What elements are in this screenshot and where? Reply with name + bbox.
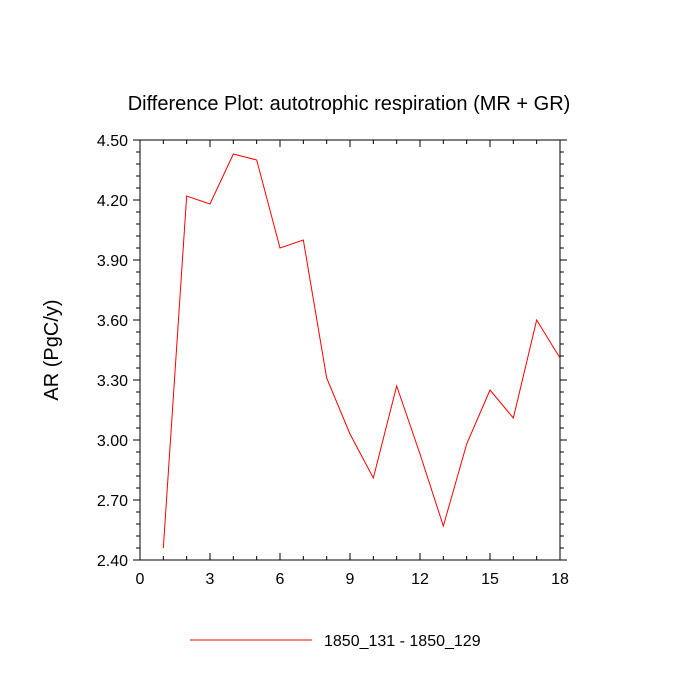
y-tick-label: 4.50 <box>97 133 128 150</box>
x-tick-label: 3 <box>206 571 215 588</box>
y-tick-label: 3.00 <box>97 433 128 450</box>
y-tick-label: 3.30 <box>97 373 128 390</box>
x-tick-label: 12 <box>411 571 429 588</box>
series-layer <box>162 153 561 549</box>
y-tick-label: 3.60 <box>97 313 128 330</box>
x-tick-label: 0 <box>136 571 145 588</box>
x-tick-label: 18 <box>551 571 569 588</box>
plot-frame <box>139 139 561 561</box>
y-tick-label: 2.40 <box>97 553 128 570</box>
y-tick-label: 2.70 <box>97 493 128 510</box>
y-tick-label: 3.90 <box>97 253 128 270</box>
axis-ticks: 0 3 6 9 12 15 18 2.40 2.70 3.00 3.30 3.60 3.90 4.20 4.… <box>97 133 569 588</box>
x-tick-label: 9 <box>346 571 355 588</box>
legend-label: 1850_131 - 1850_129 <box>324 633 481 650</box>
x-tick-label: 6 <box>276 571 285 588</box>
y-tick-label: 4.20 <box>97 193 128 210</box>
series-line <box>162 153 561 549</box>
x-tick-label: 15 <box>481 571 499 588</box>
y-axis-label: AR (PgC/y) <box>41 299 63 400</box>
chart-title: Difference Plot: autotrophic respiration… <box>128 93 571 115</box>
legend: 1850_131 - 1850_129 <box>190 633 481 650</box>
